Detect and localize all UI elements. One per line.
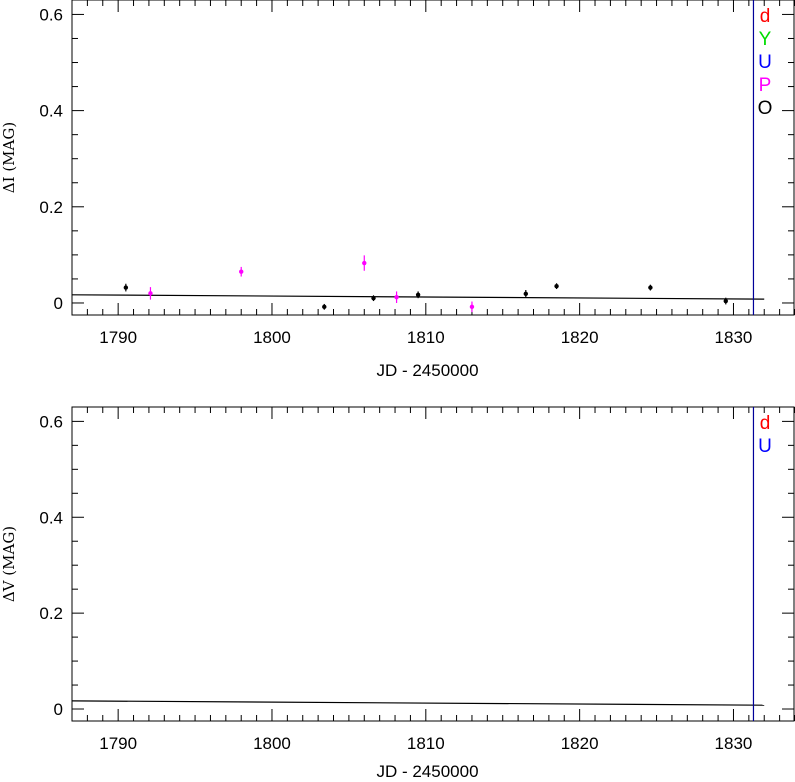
plot-frame (71, 406, 795, 722)
x-axis-title: JD - 2450000 (376, 361, 478, 380)
x-tick-label: 1830 (715, 328, 753, 347)
x-tick-label: 1800 (253, 734, 291, 753)
data-point (523, 291, 528, 297)
legend-entry: Y (759, 29, 772, 50)
y-tick-label: 0.2 (39, 198, 63, 217)
model-line (71, 700, 765, 706)
x-tick-label: 1800 (253, 328, 291, 347)
x-tick-label: 1820 (561, 734, 599, 753)
panel-2: 1790 1800 1810 1820 1830 0 0.2 0.4 0.6 JD - 24500… (0, 406, 795, 781)
data-point (723, 298, 728, 304)
panel-1: 1790 1800 1810 1820 1830 0 0.2 0.4 0.6 JD - 24500… (0, 0, 795, 380)
data-point (554, 283, 559, 289)
series-P (148, 255, 475, 313)
data-point (371, 295, 376, 301)
plot-frame (71, 0, 795, 316)
y-tick-label: 0.4 (39, 102, 63, 121)
data-point (648, 285, 653, 290)
data-point (148, 291, 153, 296)
legend-entry: U (758, 436, 772, 457)
data-point (362, 260, 367, 266)
y-tick-label: 0.6 (39, 5, 63, 24)
x-tick-label: 1790 (99, 328, 137, 347)
legend-entry: P (759, 75, 772, 96)
data-point (123, 285, 129, 290)
y-tick-label: 0.2 (39, 604, 63, 623)
y-tick-label: 0.6 (39, 412, 63, 431)
data-point (469, 304, 475, 310)
legend-entry: d (760, 6, 771, 27)
legend-entry: O (758, 98, 773, 119)
data-point (394, 295, 399, 300)
y-axis-title: ΔI (MAG) (0, 122, 18, 193)
series-O (123, 283, 728, 310)
y-tick-label: 0 (54, 294, 63, 313)
x-tick-label: 1810 (407, 328, 445, 347)
x-tick-label: 1830 (715, 734, 753, 753)
data-point (322, 304, 327, 310)
x-tick-label: 1790 (99, 734, 137, 753)
y-axis-title: ΔV (MAG) (0, 526, 18, 602)
x-tick-label: 1810 (407, 734, 445, 753)
x-axis-title: JD - 2450000 (376, 762, 478, 781)
data-point (415, 292, 421, 298)
data-point (239, 269, 244, 274)
legend-entry: U (758, 52, 772, 73)
y-tick-label: 0 (54, 700, 63, 719)
y-tick-label: 0.4 (39, 508, 63, 527)
x-tick-label: 1820 (561, 328, 599, 347)
legend-entry: d (760, 413, 771, 434)
